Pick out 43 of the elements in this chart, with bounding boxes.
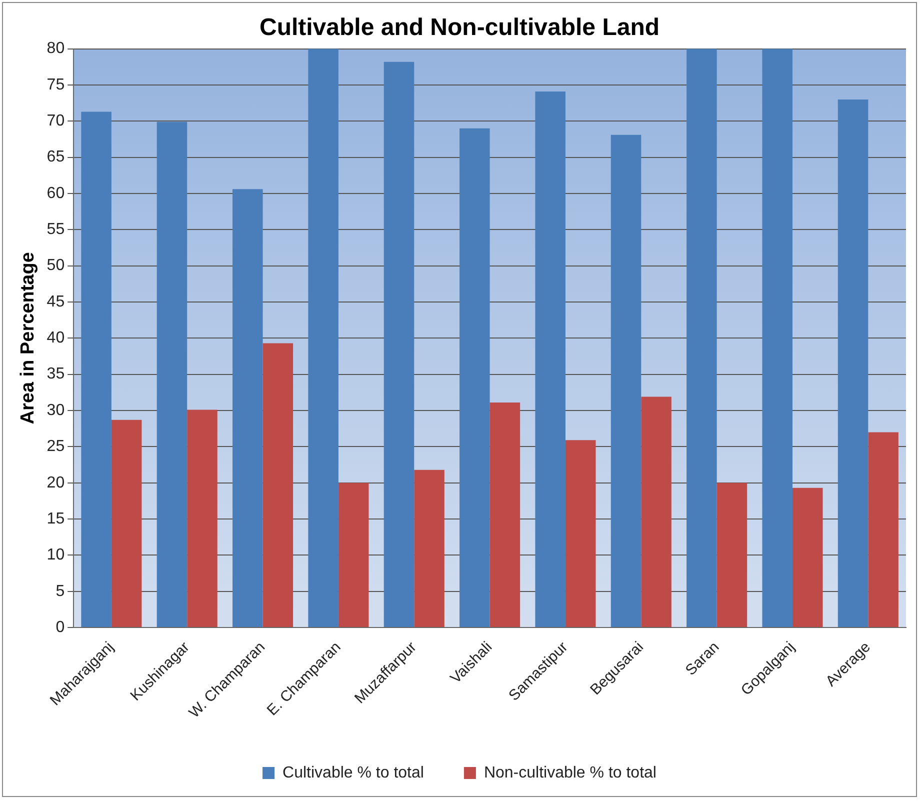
- bar: [156, 122, 188, 628]
- y-tick-label: 10: [46, 546, 65, 564]
- y-tick-label: 55: [46, 221, 65, 238]
- y-tick-label: 60: [46, 184, 65, 202]
- bar: [232, 189, 263, 628]
- bar: [338, 482, 369, 628]
- bar: [641, 396, 672, 628]
- bar: [868, 432, 898, 628]
- bar: [414, 470, 444, 628]
- bar: [262, 343, 294, 628]
- y-tick-label: 25: [46, 438, 65, 456]
- legend-label: Non-cultivable % to total: [484, 764, 656, 782]
- y-tick-label: 50: [46, 257, 65, 274]
- y-tick-label: 20: [46, 474, 65, 492]
- bar: [792, 488, 823, 628]
- y-tick-label: 35: [46, 366, 65, 383]
- bar: [460, 128, 490, 628]
- bar: [111, 420, 142, 628]
- y-tick-label: 70: [46, 112, 65, 130]
- bar: [716, 482, 748, 628]
- y-tick-label: 65: [46, 148, 65, 166]
- bar: [838, 99, 868, 628]
- y-tick-label: 40: [46, 330, 65, 347]
- bar: [535, 91, 566, 628]
- y-tick-label: 75: [46, 76, 65, 94]
- bar: [762, 48, 792, 628]
- bar: [187, 410, 218, 628]
- bar: [81, 112, 112, 628]
- legend-label: Cultivable % to total: [282, 764, 424, 782]
- y-tick-label: 80: [46, 40, 65, 58]
- bar: [308, 48, 338, 628]
- bar: [686, 48, 717, 628]
- y-tick-label: 30: [46, 402, 65, 419]
- y-tick-label: 0: [56, 618, 65, 636]
- bar: [490, 402, 520, 628]
- bar: [610, 134, 642, 628]
- y-axis-title: Area in Percentage: [18, 252, 39, 424]
- y-tick-label: 5: [56, 582, 65, 600]
- bar: [384, 62, 414, 628]
- y-tick-label: 15: [46, 510, 65, 528]
- chart-title: Cultivable and Non-cultivable Land: [259, 14, 660, 42]
- bar: [565, 440, 596, 628]
- y-tick-label: 45: [46, 293, 65, 310]
